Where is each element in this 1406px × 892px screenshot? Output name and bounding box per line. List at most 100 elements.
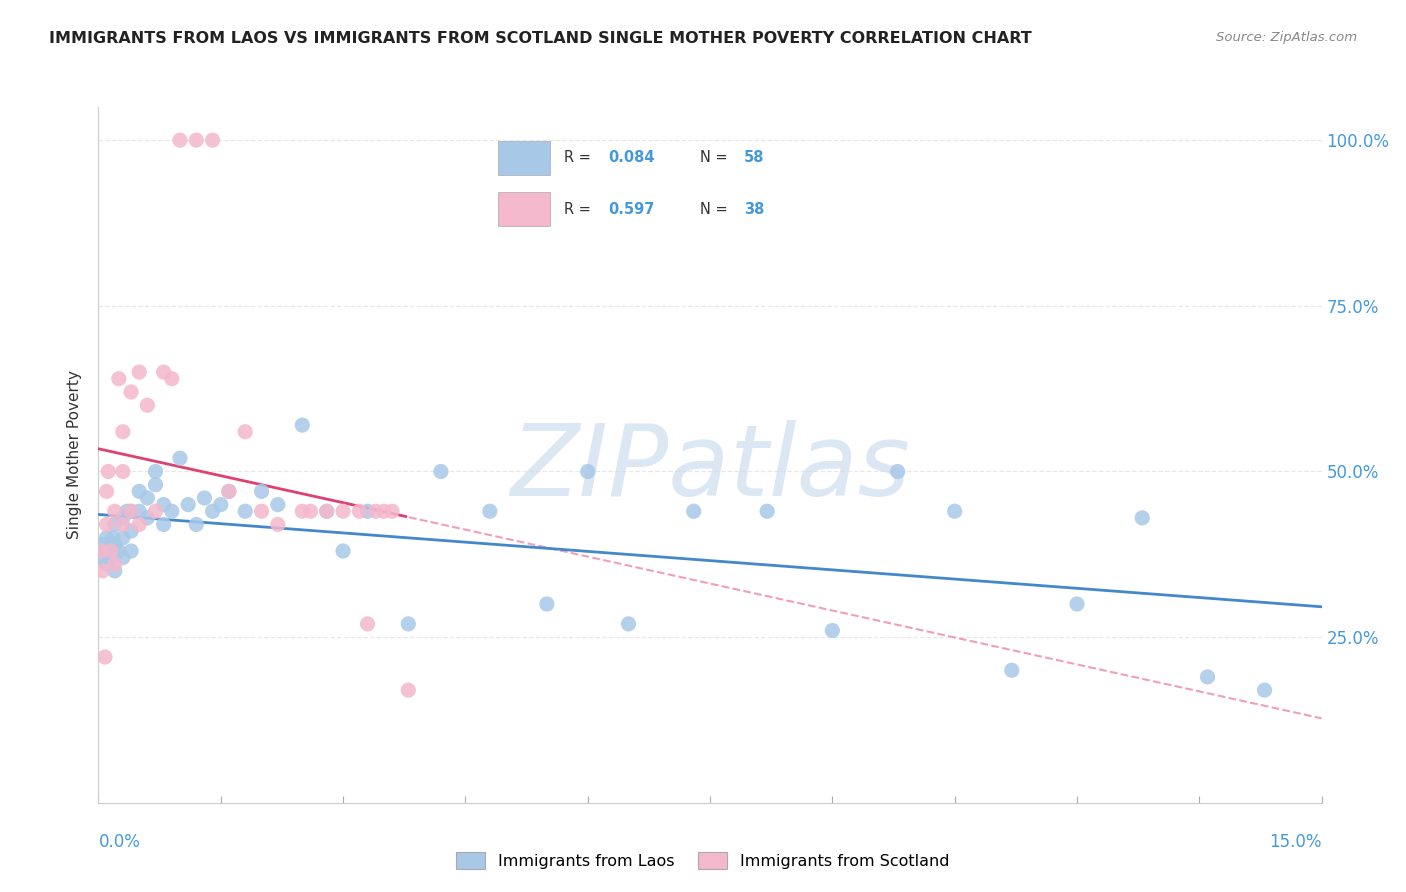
Point	[111, 517, 134, 532]
Point	[128, 517, 150, 532]
Point	[145, 504, 167, 518]
Point	[136, 491, 159, 505]
Point	[160, 504, 183, 518]
Point	[332, 504, 354, 518]
Point	[169, 133, 191, 147]
Point	[193, 491, 215, 505]
Point	[91, 564, 114, 578]
Point	[233, 504, 256, 518]
Point	[104, 517, 127, 532]
Point	[218, 484, 240, 499]
Point	[617, 616, 640, 631]
Point	[128, 365, 150, 379]
Point	[381, 504, 404, 518]
Point	[104, 564, 127, 578]
Point	[97, 465, 120, 479]
Point	[169, 451, 191, 466]
Point	[120, 384, 142, 399]
Point	[136, 398, 159, 412]
Point	[90, 544, 112, 558]
Point	[104, 504, 127, 518]
Point	[145, 477, 167, 491]
Point	[218, 484, 240, 499]
Point	[267, 517, 290, 532]
Point	[299, 504, 322, 518]
Text: 0.0%: 0.0%	[98, 832, 141, 851]
Point	[152, 498, 174, 512]
Point	[111, 550, 134, 565]
Y-axis label: Single Mother Poverty: Single Mother Poverty	[67, 370, 83, 540]
Point	[332, 544, 354, 558]
Point	[93, 537, 115, 551]
Point	[90, 544, 112, 558]
Point	[233, 425, 256, 439]
Point	[111, 465, 134, 479]
Point	[100, 550, 122, 565]
Point	[356, 504, 378, 518]
Point	[396, 616, 419, 631]
Point	[115, 504, 138, 518]
Point	[356, 616, 378, 631]
Legend: Immigrants from Laos, Immigrants from Scotland: Immigrants from Laos, Immigrants from Sc…	[450, 846, 956, 875]
Point	[364, 504, 387, 518]
Point	[96, 517, 118, 532]
Text: 15.0%: 15.0%	[1270, 832, 1322, 851]
Point	[201, 133, 224, 147]
Point	[120, 524, 142, 538]
Point	[120, 544, 142, 558]
Point	[821, 624, 844, 638]
Point	[177, 498, 200, 512]
Point	[120, 504, 142, 518]
Point	[108, 544, 131, 558]
Point	[315, 504, 337, 518]
Point	[209, 498, 232, 512]
Point	[478, 504, 501, 518]
Point	[250, 484, 273, 499]
Point	[100, 544, 122, 558]
Point	[108, 372, 131, 386]
Point	[152, 517, 174, 532]
Point	[682, 504, 704, 518]
Point	[96, 484, 118, 499]
Point	[756, 504, 779, 518]
Point	[111, 511, 134, 525]
Point	[536, 597, 558, 611]
Point	[886, 465, 908, 479]
Point	[97, 544, 120, 558]
Point	[128, 504, 150, 518]
Point	[186, 133, 208, 147]
Point	[152, 365, 174, 379]
Point	[576, 465, 599, 479]
Point	[136, 511, 159, 525]
Text: IMMIGRANTS FROM LAOS VS IMMIGRANTS FROM SCOTLAND SINGLE MOTHER POVERTY CORRELATI: IMMIGRANTS FROM LAOS VS IMMIGRANTS FROM …	[49, 31, 1032, 46]
Point	[1253, 683, 1275, 698]
Point	[1001, 663, 1024, 677]
Point	[1197, 670, 1219, 684]
Point	[291, 504, 314, 518]
Point	[267, 498, 290, 512]
Point	[349, 504, 371, 518]
Point	[315, 504, 337, 518]
Point	[145, 465, 167, 479]
Point	[104, 537, 127, 551]
Point	[111, 531, 134, 545]
Point	[430, 465, 453, 479]
Point	[186, 517, 208, 532]
Point	[373, 504, 395, 518]
Point	[96, 558, 118, 572]
Point	[291, 418, 314, 433]
Point	[111, 425, 134, 439]
Point	[250, 504, 273, 518]
Point	[943, 504, 966, 518]
Text: Source: ZipAtlas.com: Source: ZipAtlas.com	[1216, 31, 1357, 45]
Point	[201, 504, 224, 518]
Point	[94, 650, 117, 665]
Point	[101, 531, 124, 545]
Text: ZIPatlas: ZIPatlas	[510, 420, 910, 517]
Point	[128, 484, 150, 499]
Point	[120, 504, 142, 518]
Point	[396, 683, 419, 698]
Point	[104, 558, 127, 572]
Point	[96, 531, 118, 545]
Point	[1066, 597, 1088, 611]
